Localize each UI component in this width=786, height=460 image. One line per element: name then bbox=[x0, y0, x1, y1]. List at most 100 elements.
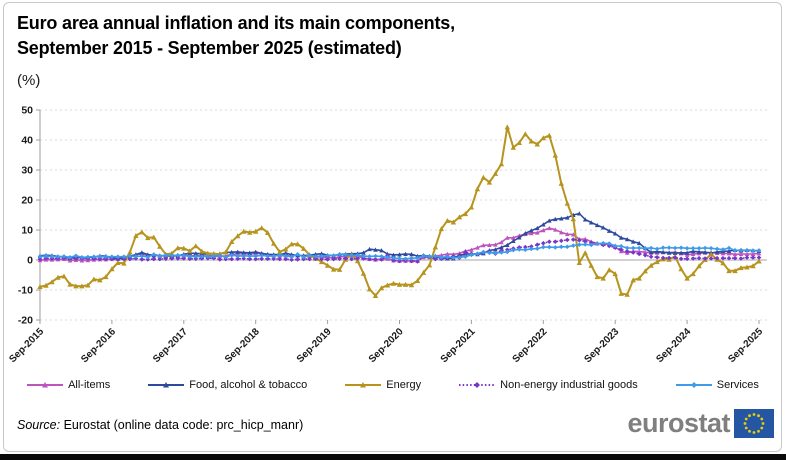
data-point-marker bbox=[547, 225, 552, 231]
data-point-marker bbox=[313, 256, 318, 262]
data-point-marker bbox=[499, 245, 504, 250]
data-point-marker bbox=[576, 260, 582, 265]
data-point-marker bbox=[516, 140, 522, 145]
data-point-marker bbox=[475, 251, 480, 256]
data-point-marker bbox=[361, 256, 366, 261]
data-point-marker bbox=[672, 250, 678, 256]
data-point-marker bbox=[523, 244, 528, 250]
eu-star bbox=[744, 426, 748, 429]
data-point-marker bbox=[642, 268, 648, 274]
data-point-marker bbox=[97, 254, 103, 259]
data-point-marker bbox=[648, 262, 654, 268]
data-point-marker bbox=[571, 243, 576, 248]
data-point-marker bbox=[582, 236, 588, 241]
data-point-marker bbox=[115, 260, 121, 265]
data-point-marker bbox=[577, 237, 582, 243]
data-point-marker bbox=[378, 285, 385, 291]
data-point-marker bbox=[451, 255, 456, 261]
data-point-marker bbox=[265, 256, 270, 262]
data-point-marker bbox=[499, 240, 504, 245]
data-point-marker bbox=[642, 249, 648, 255]
data-point-marker bbox=[307, 252, 312, 258]
data-point-marker bbox=[343, 256, 348, 261]
data-point-marker bbox=[336, 266, 343, 272]
data-point-marker bbox=[43, 253, 49, 259]
source-text: Eurostat (online data code: prc_hicp_man… bbox=[60, 418, 304, 432]
data-point-marker bbox=[690, 249, 696, 254]
data-point-marker bbox=[109, 266, 115, 272]
data-point-marker bbox=[702, 249, 708, 255]
y-tick-label: 30 bbox=[21, 165, 33, 177]
data-point-marker bbox=[678, 266, 684, 272]
data-point-marker bbox=[409, 255, 414, 261]
data-point-marker bbox=[139, 229, 145, 235]
line-chart: 50 40 30 20 10 0 -10 -20 Sep-2015 Sep-2016 Sep-201… bbox=[0, 98, 786, 378]
data-point-marker bbox=[612, 243, 618, 249]
data-point-marker bbox=[726, 251, 732, 256]
data-point-marker bbox=[571, 232, 576, 237]
data-point-marker bbox=[564, 200, 570, 206]
data-point-marker bbox=[618, 243, 624, 249]
data-point-marker bbox=[559, 244, 564, 250]
data-point-marker bbox=[253, 256, 258, 262]
data-point-marker bbox=[612, 271, 618, 277]
data-point-marker bbox=[91, 254, 97, 259]
data-point-marker bbox=[337, 256, 342, 262]
x-tick-label: Sep-2017 bbox=[151, 326, 190, 365]
data-point-marker bbox=[750, 255, 756, 260]
data-point-marker bbox=[295, 252, 300, 257]
data-point-marker bbox=[636, 275, 642, 281]
data-point-marker bbox=[487, 250, 492, 256]
legend-item-all-items: All-items bbox=[27, 379, 110, 391]
eu-star bbox=[752, 412, 756, 416]
data-point-marker bbox=[690, 382, 697, 388]
data-point-marker bbox=[397, 252, 402, 257]
data-point-marker bbox=[702, 256, 708, 261]
data-point-marker bbox=[559, 216, 564, 221]
data-point-marker bbox=[541, 228, 546, 233]
data-point-marker bbox=[199, 254, 205, 259]
data-point-marker bbox=[438, 226, 445, 232]
data-point-marker bbox=[271, 256, 276, 262]
eu-flag-stars bbox=[743, 412, 765, 434]
data-point-marker bbox=[271, 240, 277, 246]
data-point-marker bbox=[145, 252, 151, 257]
data-point-marker bbox=[133, 254, 139, 259]
data-point-marker bbox=[307, 256, 312, 262]
data-point-marker bbox=[529, 246, 534, 252]
data-point-marker bbox=[91, 276, 97, 282]
data-point-marker bbox=[229, 249, 234, 255]
data-point-marker bbox=[577, 242, 582, 247]
data-point-marker bbox=[565, 237, 570, 243]
data-point-marker bbox=[139, 253, 145, 259]
data-point-marker bbox=[181, 256, 187, 261]
data-point-marker bbox=[636, 251, 642, 257]
data-point-marker bbox=[379, 257, 384, 262]
data-point-marker bbox=[79, 255, 85, 260]
data-point-marker bbox=[756, 258, 762, 264]
data-point-marker bbox=[594, 241, 600, 247]
data-point-marker bbox=[163, 256, 169, 262]
data-point-marker bbox=[636, 249, 642, 254]
data-point-marker bbox=[600, 240, 606, 246]
data-point-marker bbox=[600, 275, 606, 281]
data-point-marker bbox=[85, 254, 91, 260]
data-point-marker bbox=[151, 252, 157, 257]
data-point-marker bbox=[127, 256, 133, 262]
data-point-marker bbox=[330, 266, 337, 272]
eu-star bbox=[757, 429, 760, 433]
data-point-marker bbox=[373, 257, 378, 262]
data-point-marker bbox=[433, 256, 438, 262]
data-point-marker bbox=[535, 242, 540, 247]
data-point-marker bbox=[648, 249, 654, 255]
data-point-marker bbox=[541, 244, 546, 250]
data-point-marker bbox=[97, 256, 103, 262]
x-tick-label: Sep-2023 bbox=[582, 326, 621, 365]
data-point-marker bbox=[241, 253, 246, 259]
data-point-marker bbox=[493, 247, 498, 252]
data-point-marker bbox=[379, 254, 384, 259]
data-point-marker bbox=[103, 254, 109, 259]
eu-star bbox=[744, 417, 748, 420]
data-point-marker bbox=[720, 260, 726, 266]
